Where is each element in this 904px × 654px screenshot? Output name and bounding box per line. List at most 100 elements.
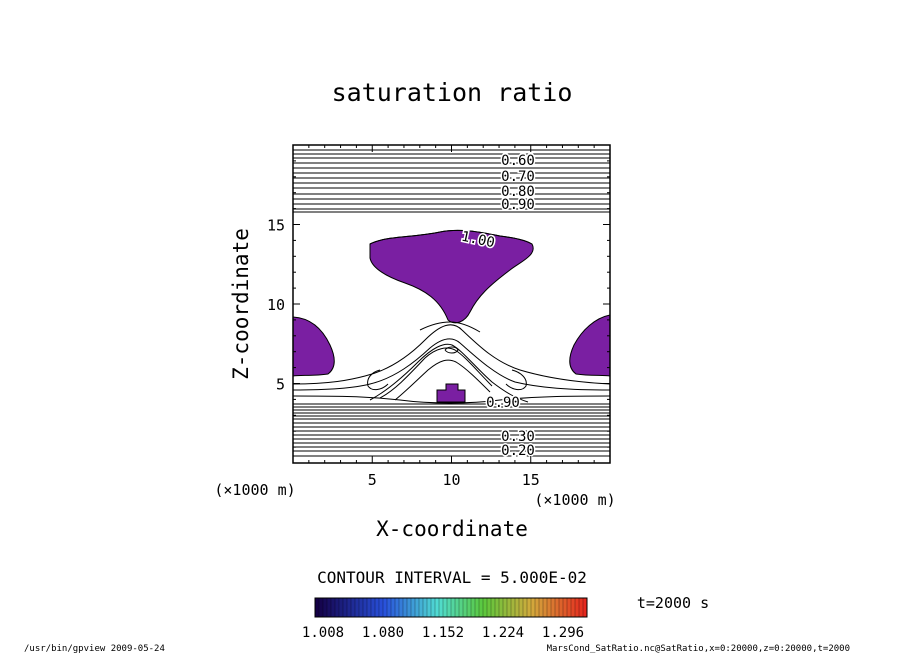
colorbar-cell <box>579 598 584 617</box>
footer-left: /usr/bin/gpview 2009-05-24 <box>24 644 165 654</box>
x-tick-label: 10 <box>442 471 460 489</box>
colorbar-cell <box>507 598 512 617</box>
colorbar-cell <box>411 598 416 617</box>
colorbar-cell <box>567 598 572 617</box>
colorbar-cell <box>415 598 420 617</box>
colorbar-cell <box>391 598 396 617</box>
contour-labels: 0.60 0.70 0.80 0.90 1.00 0.90 0.30 0.20 <box>458 152 536 461</box>
colorbar-cell <box>439 598 444 617</box>
contour-label-020: 0.20 <box>501 443 535 459</box>
plot-area <box>293 149 610 457</box>
colorbar-cell <box>571 598 576 617</box>
axes: 5 10 15 5 10 15 <box>267 145 610 489</box>
colorbar-cell <box>551 598 556 617</box>
y-tick-label: 5 <box>276 376 285 394</box>
contour-label-lower-090: 0.90 <box>486 395 520 411</box>
x-tick-label: 5 <box>368 471 377 489</box>
colorbar-cell <box>395 598 400 617</box>
colorbar-cell <box>559 598 564 617</box>
contour-label-070: 0.70 <box>501 169 535 185</box>
colorbar-label: 1.224 <box>482 625 524 641</box>
colorbar-cell <box>531 598 536 617</box>
colorbar-cell <box>459 598 464 617</box>
colorbar-cell <box>367 598 372 617</box>
colorbar-cell <box>339 598 344 617</box>
colorbar-cell <box>515 598 520 617</box>
colorbar-cell <box>363 598 368 617</box>
colorbar-cell <box>419 598 424 617</box>
colorbar-cell <box>327 598 332 617</box>
colorbar-cell <box>319 598 324 617</box>
x-unit-label: (×1000 m) <box>214 481 295 499</box>
x-axis-title: X-coordinate <box>376 517 528 541</box>
colorbar-cell <box>315 598 320 617</box>
colorbar-cell <box>487 598 492 617</box>
y-tick-label: 15 <box>267 217 285 235</box>
right-supersaturation-region <box>569 314 610 377</box>
colorbar-cell <box>539 598 544 617</box>
colorbar-cell <box>575 598 580 617</box>
colorbar-cell <box>527 598 532 617</box>
colorbar-cell <box>347 598 352 617</box>
x-unit-label-right: (×1000 m) <box>534 491 615 509</box>
colorbar-cell <box>543 598 548 617</box>
colorbar-cell <box>331 598 336 617</box>
colorbar-cell <box>355 598 360 617</box>
contour-label-030: 0.30 <box>501 429 535 445</box>
colorbar-cell <box>403 598 408 617</box>
colorbar-cell <box>323 598 328 617</box>
upper-supersaturation-region <box>369 229 534 324</box>
colorbar-cell <box>495 598 500 617</box>
colorbar-cell <box>359 598 364 617</box>
colorbar-cell <box>387 598 392 617</box>
colorbar-label: 1.008 <box>302 625 344 641</box>
central-contours <box>293 229 610 404</box>
colorbar-cell <box>371 598 376 617</box>
y-axis-title: Z-coordinate <box>229 228 253 380</box>
colorbar-cell <box>547 598 552 617</box>
colorbar-cell <box>467 598 472 617</box>
colorbar-cell <box>343 598 348 617</box>
colorbar-cell <box>431 598 436 617</box>
colorbar-cell <box>563 598 568 617</box>
colorbar-cell <box>443 598 448 617</box>
time-label: t=2000 s <box>637 594 709 612</box>
colorbar-cell <box>451 598 456 617</box>
colorbar-cell <box>399 598 404 617</box>
colorbar-cell <box>523 598 528 617</box>
colorbar-cell <box>583 598 588 617</box>
colorbar-cell <box>351 598 356 617</box>
contour-interval-text: CONTOUR INTERVAL = 5.000E-02 <box>317 568 587 587</box>
colorbar-cell <box>479 598 484 617</box>
left-supersaturation-region <box>293 316 335 377</box>
colorbar-label: 1.080 <box>362 625 404 641</box>
colorbar-cell <box>535 598 540 617</box>
contour-label-060: 0.60 <box>501 153 535 169</box>
colorbar-cell <box>435 598 440 617</box>
center-bottom-region <box>436 383 466 403</box>
colorbar-cell <box>427 598 432 617</box>
colorbar-label: 1.296 <box>542 625 584 641</box>
contour-label-080: 0.80 <box>501 184 535 200</box>
colorbar-cell <box>335 598 340 617</box>
colorbar-cell <box>511 598 516 617</box>
colorbar-cell <box>475 598 480 617</box>
colorbar-frame <box>314 597 588 618</box>
colorbar-cell <box>555 598 560 617</box>
colorbar-cell <box>471 598 476 617</box>
colorbar-cell <box>463 598 468 617</box>
colorbar-cell <box>499 598 504 617</box>
x-tick-label: 15 <box>522 471 540 489</box>
footer-right: MarsCond_SatRatio.nc@SatRatio,x=0:20000,… <box>547 644 850 654</box>
colorbar-cell <box>375 598 380 617</box>
contour-label-090: 0.90 <box>501 197 535 213</box>
colorbar-cell <box>503 598 508 617</box>
colorbar-cell <box>383 598 388 617</box>
colorbar-label: 1.152 <box>422 625 464 641</box>
horizontal-contours <box>293 149 610 457</box>
colorbar-cell <box>519 598 524 617</box>
colorbar <box>314 598 588 617</box>
y-tick-label: 10 <box>267 296 285 314</box>
colorbar-cell <box>379 598 384 617</box>
